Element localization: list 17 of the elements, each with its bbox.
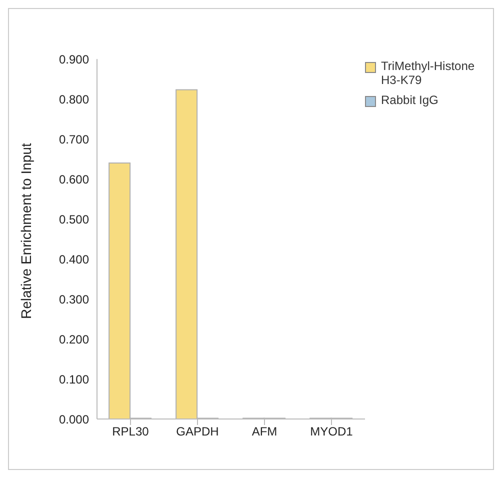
y-tick-label: 0.700 — [58, 132, 90, 146]
y-tick-label: 0.500 — [58, 212, 90, 226]
x-tick-label: MYOD1 — [310, 424, 354, 439]
y-axis-title: Relative Enrichment to Input — [18, 143, 34, 319]
x-tick-label: RPL30 — [112, 424, 150, 439]
y-tick-label: 0.000 — [58, 412, 90, 426]
y-tick-label: 0.200 — [58, 332, 90, 346]
x-tick-label: AFM — [252, 424, 278, 439]
y-tick-label: 0.800 — [58, 92, 90, 106]
legend-label: TriMethyl-Histone H3-K79 — [381, 59, 476, 87]
y-tick-label: 0.100 — [58, 372, 90, 386]
x-tick-label: GAPDH — [176, 424, 219, 439]
y-tick-label: 0.600 — [58, 172, 90, 186]
legend-label: Rabbit IgG — [381, 93, 438, 107]
y-tick-label: 0.400 — [58, 252, 90, 266]
y-tick-label: 0.300 — [58, 292, 90, 306]
y-tick-label: 0.900 — [58, 52, 90, 66]
